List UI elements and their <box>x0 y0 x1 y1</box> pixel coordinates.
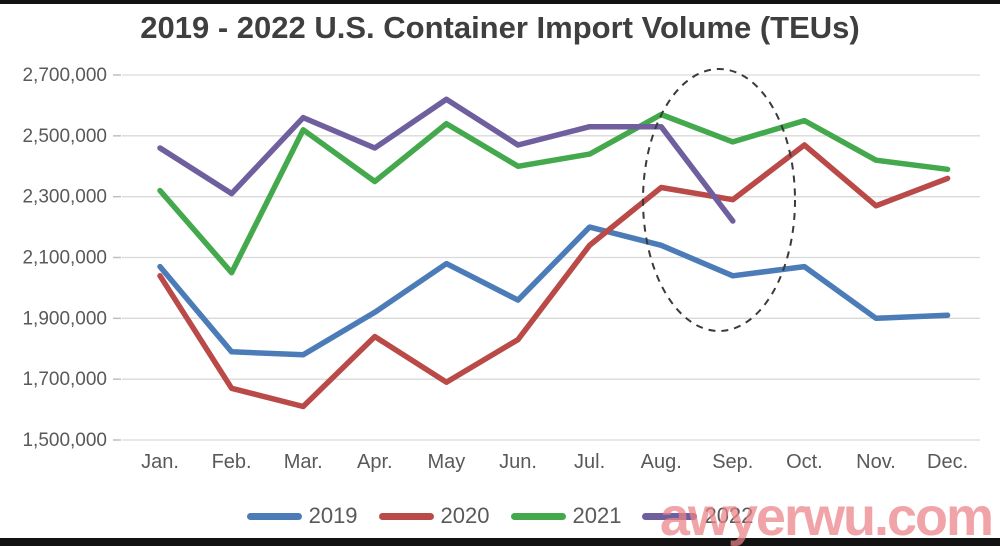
chart-legend: 2019 2020 2021 2022 <box>0 503 1000 529</box>
y-axis-tick-label: 2,500,000 <box>22 126 107 147</box>
series-line-2022 <box>157 96 736 224</box>
x-axis-tick-label: Jul. <box>574 451 605 473</box>
legend-label-2019: 2019 <box>308 503 358 528</box>
x-axis-tick-label: Apr. <box>357 451 393 473</box>
y-axis-tick-label: 2,700,000 <box>22 65 107 86</box>
x-axis-tick-label: Aug. <box>641 451 682 473</box>
y-axis-tick-label: 2,300,000 <box>22 187 107 208</box>
legend-label-2022: 2022 <box>704 503 754 528</box>
x-axis-tick-label: Sep. <box>712 451 753 473</box>
legend-swatch-2021 <box>510 512 566 520</box>
y-axis-tick-label: 2,100,000 <box>22 248 107 269</box>
bottom-border <box>0 538 1000 546</box>
highlight-ellipse-annotation <box>642 68 796 332</box>
legend-swatch-2020 <box>378 512 434 520</box>
series-line-2019 <box>157 224 951 358</box>
y-axis-tick-label: 1,500,000 <box>22 430 107 451</box>
x-axis-tick-label: Jun. <box>499 451 537 473</box>
x-axis-tick-label: Feb. <box>212 451 252 473</box>
legend-item-2022: 2022 <box>642 503 753 529</box>
x-axis-tick-label: May <box>428 451 466 473</box>
x-axis-tick-label: Oct. <box>786 451 823 473</box>
watermark: awyerwu.com <box>659 487 994 546</box>
x-axis-tick-label: Jan. <box>141 451 179 473</box>
legend-label-2020: 2020 <box>440 503 490 528</box>
series-line-2020 <box>157 142 951 410</box>
legend-item-2020: 2020 <box>378 503 490 529</box>
x-axis-tick-label: Dec. <box>927 451 968 473</box>
chart-title: 2019 - 2022 U.S. Container Import Volume… <box>140 10 860 45</box>
legend-swatch-2019 <box>246 512 302 520</box>
legend-swatch-2022 <box>642 512 698 520</box>
y-axis-tick-label: 1,900,000 <box>22 308 107 329</box>
x-axis-tick-label: Nov. <box>856 451 896 473</box>
x-axis-tick-label: Mar. <box>284 451 323 473</box>
legend-label-2021: 2021 <box>572 503 622 528</box>
top-border <box>0 0 1000 4</box>
legend-item-2021: 2021 <box>510 503 622 529</box>
legend-item-2019: 2019 <box>246 503 358 529</box>
y-axis-tick-label: 1,700,000 <box>22 369 107 390</box>
series-line-2021 <box>157 111 951 276</box>
